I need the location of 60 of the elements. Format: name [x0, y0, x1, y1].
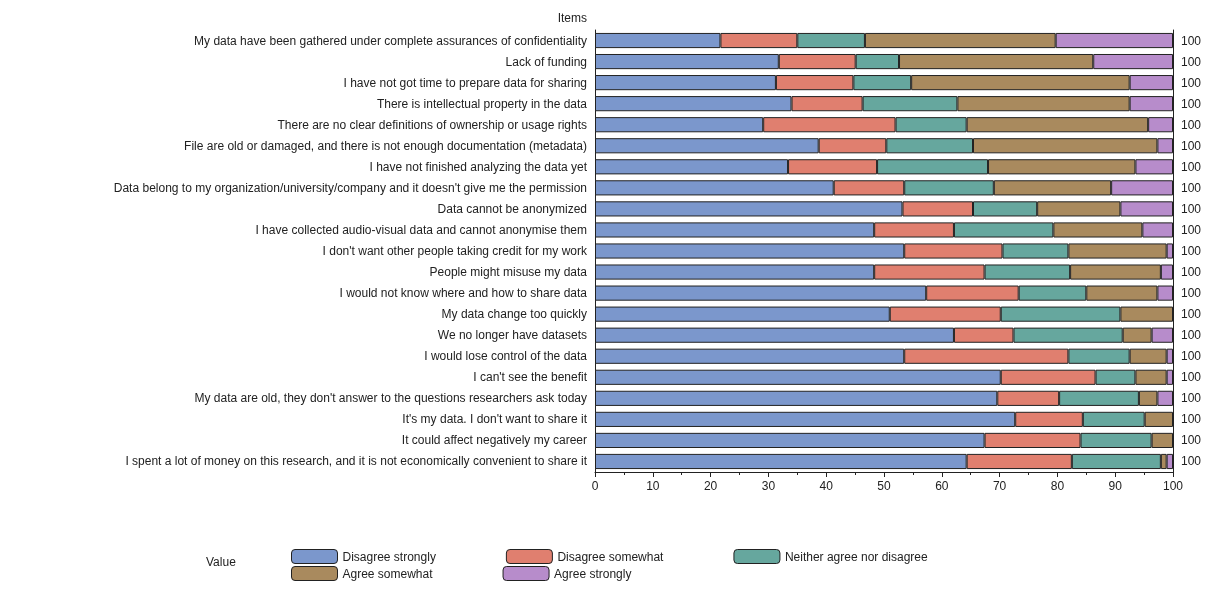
x-tick-label: 80: [1050, 479, 1065, 493]
total-label: 100: [1181, 96, 1202, 111]
total-label: 100: [1181, 180, 1202, 195]
y-tick-label: My data have been gathered under complete assurances of confidentiality: [194, 33, 587, 48]
total-label: 100: [1181, 412, 1202, 427]
y-tick-label: I have not finished analyzing the data yet: [369, 159, 588, 174]
y-tick-label: It could affect negatively my career: [401, 433, 587, 448]
legend-label: Disagree somewhat: [557, 549, 665, 564]
x-tick-label: 20: [703, 479, 718, 493]
total-label: 100: [1181, 433, 1202, 448]
x-tick-label: 40: [819, 479, 834, 493]
total-label: 100: [1181, 307, 1202, 322]
y-tick-label: File are old or damaged, and there is not enough documentation (metadata): [184, 138, 587, 153]
x-tick-label: 0: [591, 479, 599, 493]
total-label: 100: [1181, 328, 1202, 343]
total-label: 100: [1181, 286, 1202, 301]
total-label: 100: [1181, 222, 1202, 237]
total-label: 100: [1181, 370, 1202, 385]
y-tick-label: I don't want other people taking credit for my work: [322, 244, 588, 258]
total-label: 100: [1181, 454, 1202, 469]
y-tick-label: I can't see the benefit: [473, 370, 588, 385]
total-label: 100: [1181, 349, 1202, 364]
legend-label: Agree somewhat: [342, 566, 434, 581]
x-tick-label: 100: [1162, 479, 1184, 493]
total-label: 100: [1181, 391, 1202, 406]
y-tick-label: My data change too quickly: [441, 307, 587, 322]
y-tick-label: There are no clear definitions of ownership or usage rights: [277, 117, 587, 132]
legend-label: Neither agree nor disagree: [784, 549, 928, 564]
y-tick-label: I would not know where and how to share data: [339, 286, 588, 301]
total-label: 100: [1181, 75, 1202, 90]
y-tick-label: I spent a lot of money on this research, and it is not economically convenient to share it: [125, 454, 588, 469]
total-label: 100: [1181, 54, 1202, 69]
y-tick-label: Lack of funding: [505, 54, 587, 69]
x-tick-label: 90: [1108, 479, 1123, 493]
y-tick-label: I have collected audio-visual data and cannot anonymise them: [255, 222, 587, 237]
legend-label: Disagree strongly: [342, 549, 436, 564]
total-label: 100: [1181, 138, 1202, 153]
y-tick-label: Data cannot be anonymized: [437, 201, 587, 216]
y-tick-label: I have not got time to prepare data for sharing: [343, 75, 587, 90]
total-label: 100: [1181, 117, 1202, 132]
x-tick-label: 10: [646, 479, 660, 493]
x-tick-label: 70: [992, 479, 1007, 493]
x-tick-label: 30: [761, 479, 776, 493]
total-label: 100: [1181, 33, 1202, 48]
y-tick-label: My data are old, they don't answer to the questions researchers ask today: [194, 391, 587, 406]
x-tick-label: 50: [877, 479, 891, 493]
total-label: 100: [1181, 265, 1202, 280]
total-label: 100: [1181, 201, 1202, 216]
total-label: 100: [1181, 159, 1202, 174]
y-tick-label: There is intellectual property in the data: [376, 96, 588, 111]
y-tick-label: Data belong to my organization/university/company and it doesn't give me the permission: [113, 180, 587, 195]
total-label: 100: [1181, 244, 1202, 258]
y-tick-label: We no longer have datasets: [437, 328, 587, 343]
y-axis-title: Items: [557, 11, 587, 25]
y-tick-label: People might misuse my data: [429, 265, 588, 280]
x-tick-label: 60: [935, 479, 949, 493]
legend-label: Agree strongly: [554, 566, 632, 581]
y-tick-label: It's my data. I don't want to share it: [402, 412, 588, 427]
y-tick-label: I would lose control of the data: [424, 349, 588, 364]
legend-title: Value: [206, 555, 237, 569]
